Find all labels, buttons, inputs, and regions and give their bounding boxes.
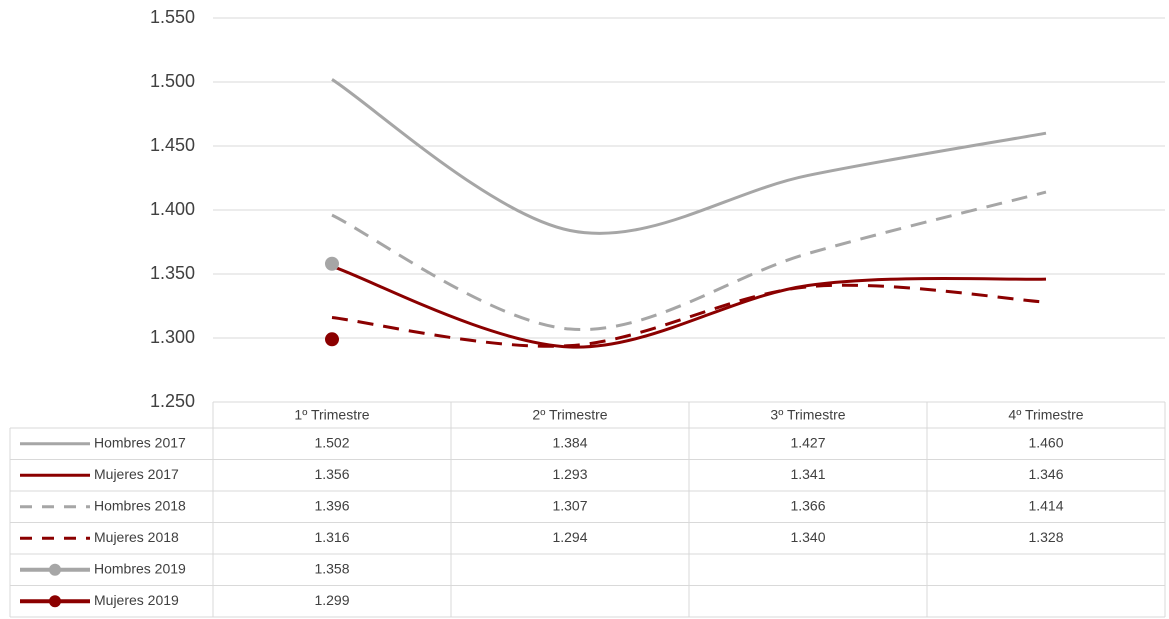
y-tick-label: 1.250 [150, 391, 195, 411]
table-value: 1.356 [314, 466, 349, 482]
legend-label: Hombres 2017 [94, 434, 186, 450]
series-line [331, 264, 1047, 349]
table-value: 1.328 [1028, 529, 1063, 545]
x-tick-label: 3º Trimestre [770, 407, 845, 423]
legend-marker [49, 563, 61, 576]
series-line [331, 283, 1047, 348]
table-value: 1.341 [790, 466, 825, 482]
table-value: 1.414 [1028, 497, 1063, 513]
y-tick-label: 1.500 [150, 71, 195, 91]
table-value: 1.346 [1028, 466, 1063, 482]
legend-label: Mujeres 2018 [94, 529, 179, 545]
table-value: 1.396 [314, 497, 349, 513]
legend-marker [49, 595, 61, 608]
legend-label: Hombres 2019 [94, 560, 186, 576]
table-value: 1.316 [314, 529, 349, 545]
series-line [331, 78, 1047, 235]
x-tick-label: 2º Trimestre [532, 407, 607, 423]
table-value: 1.307 [552, 497, 587, 513]
y-tick-label: 1.450 [150, 135, 195, 155]
table-value: 1.460 [1028, 434, 1063, 450]
y-tick-label: 1.550 [150, 7, 195, 27]
table-value: 1.384 [552, 434, 587, 450]
y-tick-label: 1.400 [150, 199, 195, 219]
y-tick-label: 1.300 [150, 327, 195, 347]
table-value: 1.358 [314, 560, 349, 576]
table-value: 1.427 [790, 434, 825, 450]
table-value: 1.502 [314, 434, 349, 450]
legend-label: Hombres 2018 [94, 497, 186, 513]
series-line [331, 190, 1047, 332]
table-value: 1.340 [790, 529, 825, 545]
y-tick-label: 1.350 [150, 263, 195, 283]
table-value: 1.293 [552, 466, 587, 482]
table-value: 1.294 [552, 529, 587, 545]
table-value: 1.366 [790, 497, 825, 513]
x-tick-label: 4º Trimestre [1008, 407, 1083, 423]
legend-label: Mujeres 2017 [94, 466, 179, 482]
marker [325, 256, 339, 271]
marker [325, 332, 339, 347]
x-tick-label: 1º Trimestre [294, 407, 369, 423]
table-value: 1.299 [314, 592, 349, 608]
legend-label: Mujeres 2019 [94, 592, 179, 608]
